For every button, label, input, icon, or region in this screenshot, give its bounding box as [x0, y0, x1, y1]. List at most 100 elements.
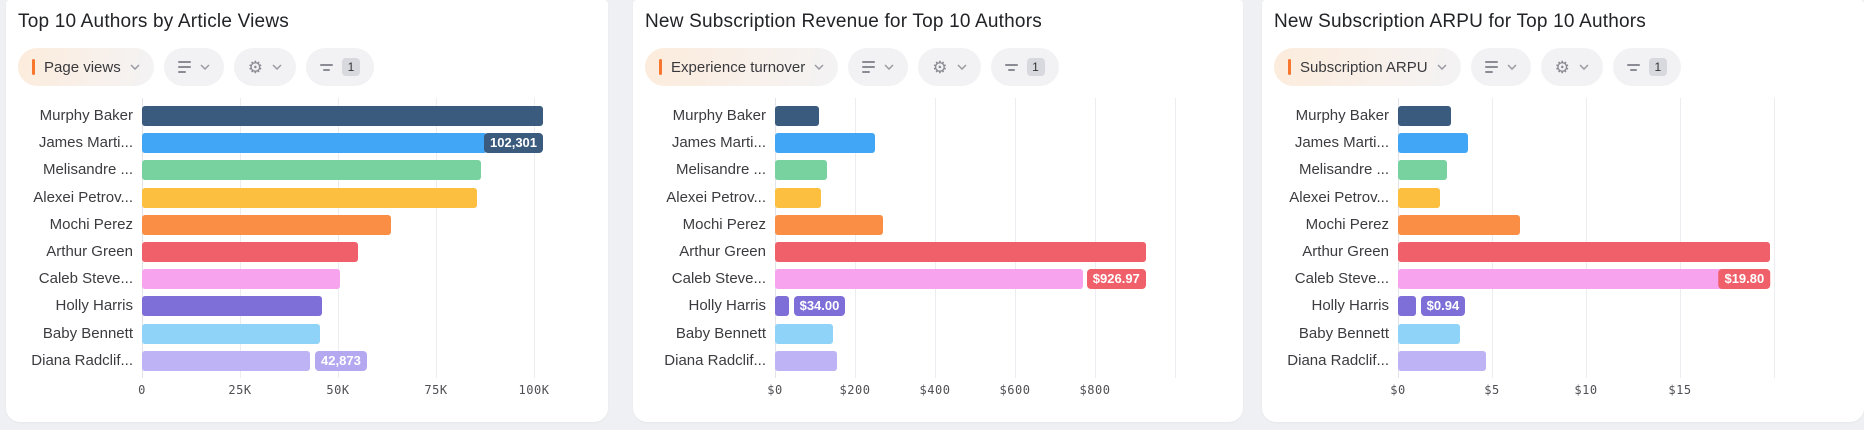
axis-tick-label: $15: [1668, 383, 1692, 397]
author-label: Baby Bennett: [1298, 324, 1389, 342]
bar[interactable]: [1398, 160, 1447, 181]
axis-tick-label: 50K: [326, 383, 350, 397]
bar[interactable]: [142, 187, 478, 208]
bar[interactable]: [775, 133, 875, 154]
bar[interactable]: [142, 242, 358, 262]
axis-tick-label: $200: [839, 383, 871, 397]
gridline: [1175, 98, 1176, 378]
gridline: [338, 98, 339, 378]
bar[interactable]: [1398, 350, 1487, 371]
bar[interactable]: [1398, 242, 1771, 262]
metric-label: Experience turnover: [671, 58, 806, 76]
author-label: Melisandre ...: [1298, 161, 1389, 179]
bar[interactable]: [775, 214, 883, 235]
filter-count-badge: 1: [1648, 58, 1667, 76]
chevron-down-icon: [200, 64, 210, 70]
bar[interactable]: [142, 296, 322, 317]
page-title: Top 10 Authors by Article Views: [18, 11, 289, 32]
axis-tick-label: $0: [1390, 383, 1406, 397]
author-label: Diana Radclif...: [664, 351, 766, 369]
gear-icon: ⚙: [1554, 57, 1570, 77]
filter-button[interactable]: 1: [990, 48, 1059, 86]
author-label: Mochi Perez: [1305, 215, 1389, 233]
author-label: Holly Harris: [688, 297, 766, 315]
bar[interactable]: [775, 106, 819, 126]
bar[interactable]: [1398, 187, 1441, 208]
axis-tick-label: $800: [1079, 383, 1111, 397]
bar[interactable]: [775, 187, 821, 208]
bar[interactable]: [775, 323, 833, 344]
chart-toolbar: Subscription ARPU ⚙ 1: [1274, 48, 1681, 86]
bar[interactable]: [775, 350, 837, 371]
plot-area: $0 $5 $10 $15 Murphy Baker James Marti... Meli…: [1262, 0, 1864, 422]
gridline: [1586, 98, 1587, 378]
gear-icon: ⚙: [932, 57, 948, 77]
chevron-down-icon: [956, 64, 967, 70]
filter-count-badge: 1: [341, 58, 360, 76]
page-title: New Subscription Revenue for Top 10 Auth…: [645, 11, 1042, 32]
filter-icon: [1626, 63, 1640, 71]
axis-tick-label: $400: [919, 383, 951, 397]
bar[interactable]: [142, 269, 340, 290]
metric-label: Subscription ARPU: [1300, 58, 1428, 76]
bar[interactable]: [1398, 214, 1521, 235]
bar[interactable]: [142, 323, 320, 344]
author-label: Diana Radclif...: [31, 351, 133, 369]
chart-toolbar: Page views ⚙ 1: [18, 48, 374, 86]
settings-select[interactable]: ⚙: [1540, 48, 1603, 86]
filter-icon: [1004, 63, 1018, 71]
gridline: [1095, 98, 1096, 378]
bar[interactable]: [775, 269, 1083, 290]
bar[interactable]: [1398, 269, 1765, 290]
axis-tick-label: 25K: [228, 383, 252, 397]
chevron-down-icon: [272, 64, 282, 70]
metric-select[interactable]: Subscription ARPU: [1274, 48, 1461, 86]
author-label: Murphy Baker: [1295, 107, 1389, 124]
bar[interactable]: [142, 350, 311, 371]
bar[interactable]: [775, 296, 789, 317]
metric-color-indicator: [32, 59, 35, 75]
author-label: Holly Harris: [55, 297, 133, 315]
sort-select[interactable]: [1470, 48, 1531, 86]
bar[interactable]: [142, 133, 487, 154]
author-label: Holly Harris: [1311, 297, 1389, 315]
filter-icon: [319, 63, 333, 71]
author-label: Mochi Perez: [49, 215, 133, 233]
bar[interactable]: [775, 242, 1146, 262]
gear-icon: ⚙: [247, 57, 263, 77]
bar[interactable]: [142, 160, 482, 181]
gridline: [1680, 98, 1681, 378]
author-label: Alexei Petrov...: [666, 188, 766, 206]
sort-select[interactable]: [848, 48, 909, 86]
gridline: [142, 98, 143, 378]
plot-area: 0 25K 50K 75K 100K Murphy Baker James Marti...…: [6, 0, 608, 422]
gridline: [534, 98, 535, 378]
bar[interactable]: [1398, 323, 1461, 344]
bar[interactable]: [775, 160, 827, 181]
gridline: [1774, 98, 1775, 378]
sort-select[interactable]: [163, 48, 224, 86]
author-label: Arthur Green: [679, 243, 766, 260]
axis-tick-label: 75K: [424, 383, 448, 397]
gridline: [1015, 98, 1016, 378]
bar[interactable]: [1398, 106, 1451, 126]
metric-select[interactable]: Page views: [18, 48, 154, 86]
filter-button[interactable]: 1: [305, 48, 374, 86]
author-label: James Marti...: [1294, 134, 1389, 152]
bar[interactable]: [1398, 133, 1468, 154]
chart-card-article-views: Top 10 Authors by Article Views Page vie…: [6, 0, 608, 422]
chevron-down-icon: [814, 64, 824, 70]
author-label: Diana Radclif...: [1287, 351, 1389, 369]
settings-select[interactable]: ⚙: [233, 48, 296, 86]
bar[interactable]: [1398, 296, 1416, 317]
author-label: Melisandre ...: [675, 161, 766, 179]
metric-select[interactable]: Experience turnover: [645, 48, 839, 86]
settings-select[interactable]: ⚙: [918, 48, 981, 86]
bar[interactable]: [142, 106, 544, 126]
author-label: Baby Bennett: [42, 324, 133, 342]
filter-button[interactable]: 1: [1612, 48, 1681, 86]
chart-card-subscription-arpu: New Subscription ARPU for Top 10 Authors…: [1262, 0, 1864, 422]
bar[interactable]: [142, 214, 391, 235]
chevron-down-icon: [1437, 64, 1447, 70]
author-label: Murphy Baker: [39, 107, 133, 124]
